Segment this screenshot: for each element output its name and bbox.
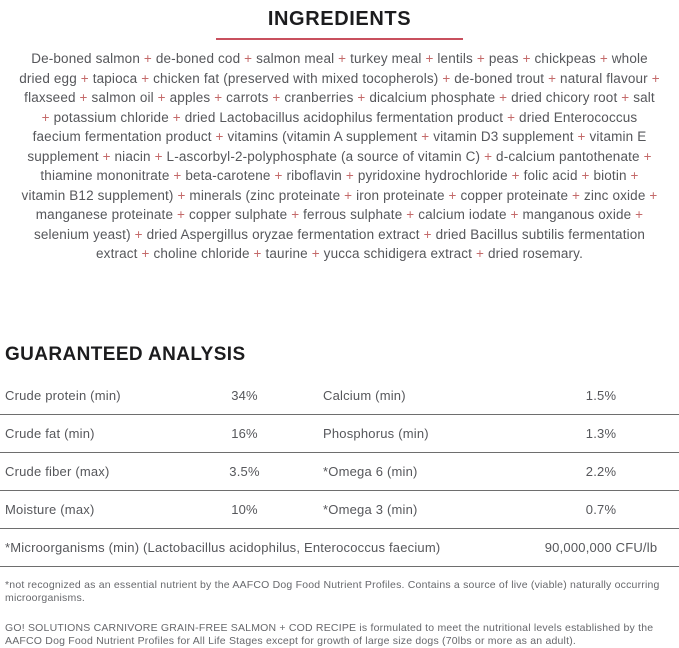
plus-separator: + — [568, 187, 584, 203]
plus-separator: + — [573, 129, 590, 144]
plus-separator: + — [438, 70, 455, 86]
plus-separator: + — [173, 187, 190, 203]
analysis-label: Crude protein (min) — [0, 376, 190, 415]
analysis-label: *Omega 6 (min) — [299, 452, 523, 491]
plus-separator: + — [518, 51, 535, 66]
ingredients-title: INGREDIENTS — [267, 8, 412, 30]
plus-separator: + — [137, 246, 154, 261]
analysis-label: *Omega 3 (min) — [299, 490, 523, 529]
plus-separator: + — [340, 187, 357, 203]
plus-separator: + — [98, 148, 115, 164]
plus-separator: + — [402, 207, 419, 222]
analysis-rows: Crude protein (min) 34% Calcium (min) 1.5% C… — [0, 376, 679, 567]
plus-separator: + — [240, 51, 257, 66]
analysis-value: 3.5% — [190, 452, 299, 491]
analysis-value: 34% — [190, 376, 299, 415]
analysis-label: Crude fat (min) — [0, 414, 190, 453]
plus-separator: + — [270, 168, 287, 183]
plus-separator: + — [507, 168, 524, 183]
analysis-label: *Microorganisms (min) (Lactobacillus aci… — [0, 528, 523, 567]
plus-separator: + — [421, 51, 438, 66]
plus-separator: + — [249, 246, 266, 261]
footnote-nutrient-note: *not recognized as an essential nutrient… — [5, 579, 660, 604]
guaranteed-analysis-title: GUARANTEED ANALYSIS — [5, 343, 246, 365]
analysis-value: 10% — [190, 490, 299, 529]
plus-separator: + — [153, 90, 170, 105]
plus-separator: + — [150, 148, 167, 164]
plus-separator: + — [41, 109, 54, 125]
title-underline-divider — [216, 38, 463, 40]
plus-separator: + — [503, 109, 520, 125]
plus-separator: + — [341, 168, 358, 183]
plus-separator: + — [76, 70, 93, 86]
microorganisms-row: *Microorganisms (min) (Lactobacillus aci… — [0, 528, 679, 567]
plus-separator: + — [495, 90, 512, 105]
ingredients-text: De-boned salmon + de-boned cod + salmon … — [19, 51, 660, 261]
plus-separator: + — [595, 51, 612, 66]
pet-food-label: INGREDIENTS De-boned salmon + de-boned c… — [0, 8, 679, 647]
plus-separator: + — [268, 90, 285, 105]
plus-separator: + — [353, 90, 370, 105]
plus-separator: + — [211, 129, 228, 144]
analysis-label: Moisture (max) — [0, 490, 190, 529]
plus-separator: + — [75, 90, 92, 105]
plus-separator: + — [417, 129, 434, 144]
plus-separator: + — [173, 207, 189, 222]
plus-separator: + — [645, 187, 658, 203]
analysis-value: 90,000,000 CFU/lb — [523, 528, 679, 567]
plus-separator: + — [544, 70, 561, 86]
plus-separator: + — [617, 90, 634, 105]
plus-separator: + — [137, 70, 154, 86]
plus-separator: + — [419, 226, 436, 242]
analysis-row: Crude fat (min) 16% Phosphorus (min) 1.3% — [0, 414, 679, 453]
analysis-value: 0.7% — [523, 490, 679, 529]
plus-separator: + — [307, 246, 324, 261]
plus-separator: + — [472, 51, 489, 66]
analysis-row: Crude protein (min) 34% Calcium (min) 1.5% — [0, 376, 679, 415]
footnote-formulation-statement: GO! SOLUTIONS CARNIVORE GRAIN-FREE SALMO… — [5, 622, 654, 647]
guaranteed-analysis-table: Crude protein (min) 34% Calcium (min) 1.5% C… — [0, 376, 679, 567]
plus-separator: + — [130, 226, 147, 242]
analysis-value: 2.2% — [523, 452, 679, 491]
plus-separator: + — [444, 187, 461, 203]
plus-separator: + — [631, 207, 644, 222]
analysis-value: 1.5% — [523, 376, 679, 415]
analysis-value: 16% — [190, 414, 299, 453]
analysis-value: 1.3% — [523, 414, 679, 453]
plus-separator: + — [334, 51, 351, 66]
plus-separator: + — [472, 246, 488, 261]
analysis-label: Crude fiber (max) — [0, 452, 190, 491]
plus-separator: + — [210, 90, 227, 105]
plus-separator: + — [168, 109, 185, 125]
plus-separator: + — [287, 207, 304, 222]
analysis-row: Crude fiber (max) 3.5% *Omega 6 (min) 2.2% — [0, 452, 679, 491]
analysis-label: Calcium (min) — [299, 376, 523, 415]
plus-separator: + — [639, 148, 652, 164]
plus-separator: + — [140, 51, 156, 66]
plus-separator: + — [169, 168, 186, 183]
plus-separator: + — [626, 168, 639, 183]
plus-separator: + — [506, 207, 523, 222]
analysis-label: Phosphorus (min) — [299, 414, 523, 453]
plus-separator: + — [647, 70, 660, 86]
analysis-row: Moisture (max) 10% *Omega 3 (min) 0.7% — [0, 490, 679, 529]
plus-separator: + — [577, 168, 594, 183]
plus-separator: + — [480, 148, 497, 164]
